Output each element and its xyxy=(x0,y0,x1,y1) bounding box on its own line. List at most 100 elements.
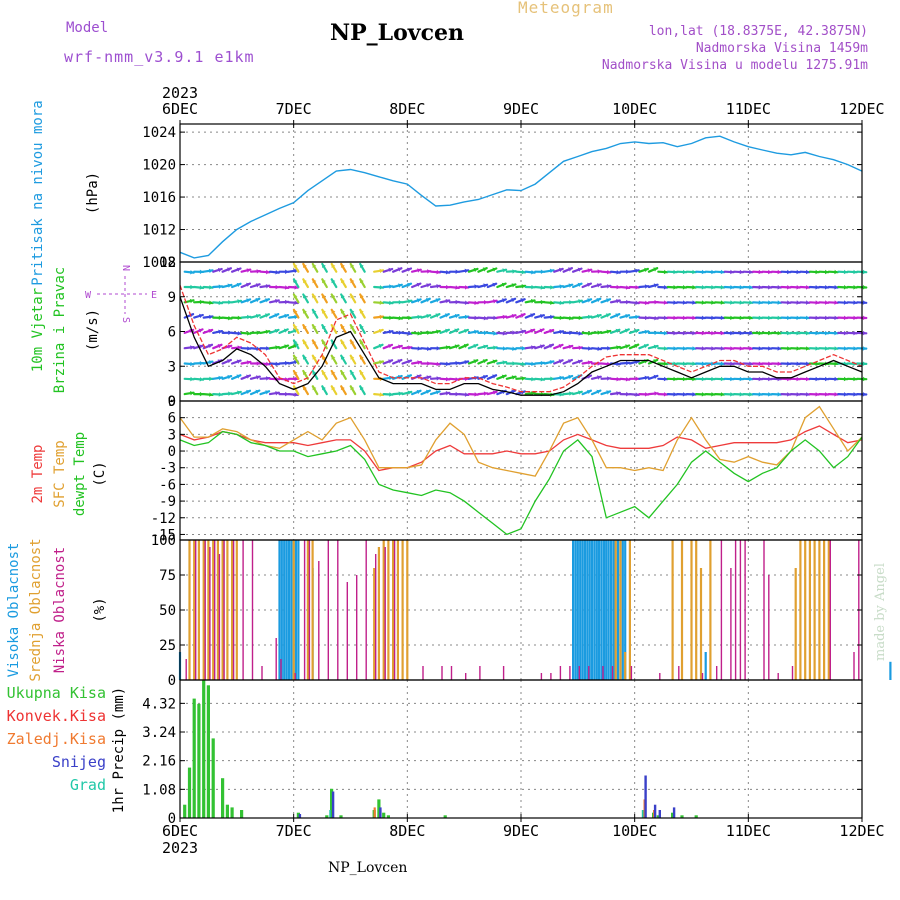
wind-arrow-head xyxy=(796,330,800,336)
y-tick-label-wind: 0 xyxy=(168,394,176,410)
wind-arrow-head xyxy=(568,267,572,272)
cloud-bar-niska xyxy=(763,540,765,680)
wind-arrow-head xyxy=(398,315,403,321)
wind-arrow-head xyxy=(739,346,744,351)
wind-arrow-head xyxy=(464,268,469,274)
precip-bar-ukupna-kisa xyxy=(221,778,225,818)
wind-arrow-head xyxy=(768,300,772,305)
wind-arrow-head xyxy=(218,329,222,334)
wind-arrow-head xyxy=(398,391,403,396)
wind-arrow-head xyxy=(607,346,611,351)
wind-arrow-head xyxy=(673,346,677,351)
wind-arrow-head xyxy=(455,269,459,274)
y-tick-label-pressure: 1024 xyxy=(142,125,176,141)
cloud-bar-niska xyxy=(393,540,396,680)
niska-axis-title: Niska Oblacnost xyxy=(52,547,68,673)
cloud-bar-srednja xyxy=(212,540,215,680)
precip-bar-ukupna-kisa xyxy=(230,807,234,818)
wind-arrow-head xyxy=(256,361,260,366)
wind-arrow-head xyxy=(294,314,298,320)
wind-arrow-head xyxy=(607,376,611,381)
wind-arrow-head xyxy=(644,284,649,289)
wind-arrow-head xyxy=(815,346,819,351)
wind-arrow-head xyxy=(398,344,402,349)
wind-arrow-head xyxy=(274,328,279,334)
wind-arrow-head xyxy=(701,361,706,366)
wind-arrow-head xyxy=(379,314,384,320)
wind-arrow-head xyxy=(322,279,326,284)
wind-arrow-head xyxy=(199,285,204,290)
wind-arrow-head xyxy=(825,346,829,351)
wind-arrow-head xyxy=(843,330,848,336)
wind-arrow-head xyxy=(653,267,658,272)
wind-arrow-head xyxy=(378,328,383,334)
wind-arrow-head xyxy=(853,376,857,382)
wind-arrow-head xyxy=(758,315,763,321)
wind-arrow-head xyxy=(464,328,468,334)
wind-arrow-head xyxy=(483,374,487,380)
wind-arrow-head xyxy=(596,313,601,319)
wind-arrow-head xyxy=(444,313,449,318)
wind-arrow-head xyxy=(625,313,630,319)
wind-arrow-head xyxy=(312,309,317,314)
wind-arrow-head xyxy=(539,328,544,333)
wind-arrow-head xyxy=(615,328,620,333)
wind-arrow-head xyxy=(397,267,402,272)
wind-arrow-head xyxy=(266,376,270,381)
wind-arrow-head xyxy=(711,300,715,305)
wind-arrow-head xyxy=(227,267,231,272)
wind-arrow-head xyxy=(625,344,630,349)
wind-arrow-head xyxy=(350,294,355,299)
wind-arrow-head xyxy=(692,330,696,336)
wind-arrow-head xyxy=(701,315,706,321)
cloud-bar-niska xyxy=(275,638,277,680)
wind-arrow-head xyxy=(227,283,232,288)
wind-arrow-head xyxy=(796,361,800,366)
wind-arrow-head xyxy=(843,269,848,275)
wind-arrow-head xyxy=(673,285,677,290)
wind-arrow-head xyxy=(796,285,800,290)
wind-arrow-head xyxy=(616,270,620,275)
wind-arrow-head xyxy=(350,279,355,284)
wind-arrow-head xyxy=(455,391,459,397)
wind-arrow-head xyxy=(682,315,687,321)
wind-arrow-head xyxy=(425,298,430,303)
wind-arrow-head xyxy=(843,300,848,305)
wind-arrow-head xyxy=(436,269,440,275)
wind-arrow-head xyxy=(483,315,488,321)
wind-arrow-head xyxy=(246,389,250,395)
wind-arrow-head xyxy=(246,374,250,379)
wind-arrow-head xyxy=(199,299,204,305)
wind-arrow-head xyxy=(588,346,592,351)
cloud-bar-niska xyxy=(337,540,339,680)
wind-arrow-head xyxy=(511,283,516,288)
cloud-bar-niska xyxy=(465,673,467,680)
cloud-bar-visoka xyxy=(278,540,281,680)
wind-arrow-head xyxy=(340,294,345,299)
y-tick-label-temperature: 6 xyxy=(168,411,176,427)
wind-arrow-head xyxy=(758,346,763,351)
wind-arrow-head xyxy=(787,361,791,366)
wind-arrow-head xyxy=(436,284,440,289)
wind-arrow-head xyxy=(635,376,639,381)
wind-arrow-head xyxy=(190,391,194,396)
wind-arrow-head xyxy=(303,386,307,391)
wind-arrow-head xyxy=(236,374,241,379)
wind-arrow-head xyxy=(616,376,620,382)
wind-arrow-head xyxy=(266,361,270,367)
wind-arrow-head xyxy=(208,343,212,349)
wind-arrow-head xyxy=(682,330,687,336)
wind-arrow-head xyxy=(616,299,620,304)
wind-arrow-head xyxy=(806,300,810,305)
cloud-bar-srednja xyxy=(808,540,811,680)
wind-arrow-head xyxy=(853,269,857,275)
wind-arrow-head xyxy=(512,346,516,351)
wind-arrow-head xyxy=(815,300,819,305)
year-label-top: 2023 xyxy=(162,84,198,102)
precip-bar-ukupna-kisa xyxy=(225,804,229,818)
cloud-bar-srednja xyxy=(690,540,693,680)
wind-arrow-head xyxy=(408,345,412,350)
wind-arrow-head xyxy=(512,269,516,274)
wind-arrow-head xyxy=(673,392,677,397)
wind-arrow-head xyxy=(834,315,838,321)
